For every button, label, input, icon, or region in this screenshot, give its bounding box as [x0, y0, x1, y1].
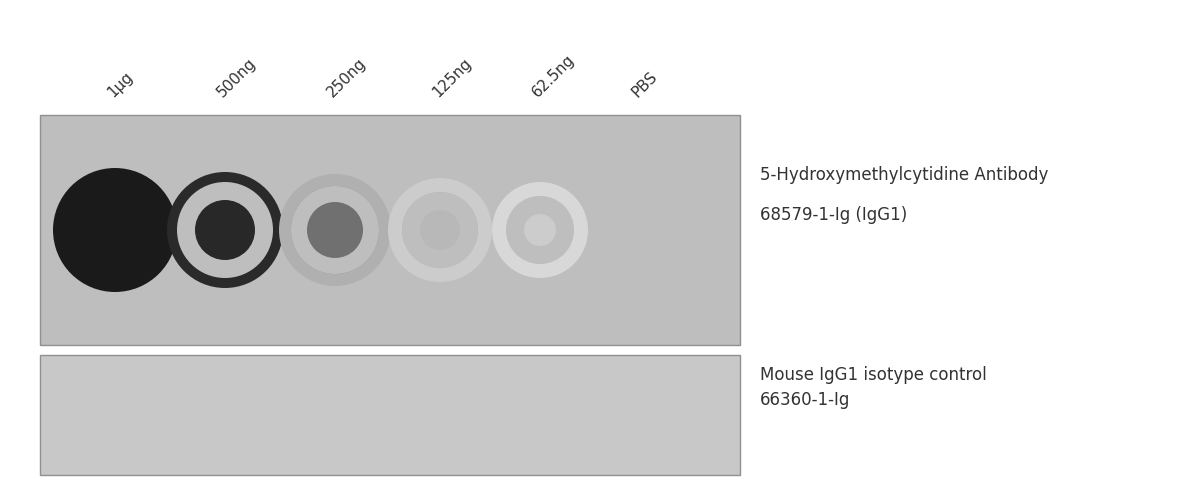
- Text: 1μg: 1μg: [104, 69, 136, 100]
- Text: 125ng: 125ng: [430, 56, 474, 100]
- Circle shape: [53, 168, 178, 292]
- Circle shape: [388, 178, 492, 282]
- Text: PBS: PBS: [629, 68, 661, 100]
- Circle shape: [185, 190, 265, 270]
- Bar: [40, 115, 740, 345]
- Circle shape: [532, 222, 548, 238]
- Text: 5-Hydroxymethylcytidine Antibody: 5-Hydroxymethylcytidine Antibody: [760, 166, 1049, 184]
- Circle shape: [428, 218, 452, 242]
- Circle shape: [278, 174, 391, 286]
- Circle shape: [167, 172, 283, 288]
- Text: 66360-1-Ig: 66360-1-Ig: [760, 391, 851, 409]
- Text: 500ng: 500ng: [215, 56, 259, 100]
- Circle shape: [402, 192, 478, 268]
- Bar: [40, 355, 740, 475]
- Circle shape: [420, 210, 460, 250]
- Circle shape: [402, 192, 478, 268]
- Text: 62.5ng: 62.5ng: [529, 52, 577, 100]
- Text: 68579-1-Ig (IgG1): 68579-1-Ig (IgG1): [760, 206, 907, 224]
- Circle shape: [506, 196, 574, 264]
- Circle shape: [197, 202, 253, 258]
- Text: 250ng: 250ng: [324, 56, 370, 100]
- Circle shape: [292, 186, 379, 274]
- Circle shape: [506, 196, 574, 264]
- Circle shape: [194, 200, 256, 260]
- Circle shape: [317, 212, 353, 248]
- Circle shape: [292, 186, 379, 274]
- Circle shape: [418, 208, 462, 252]
- Circle shape: [522, 212, 558, 248]
- Circle shape: [178, 182, 274, 278]
- Circle shape: [524, 214, 556, 246]
- Circle shape: [307, 202, 364, 258]
- Text: Mouse IgG1 isotype control: Mouse IgG1 isotype control: [760, 366, 986, 384]
- Circle shape: [305, 200, 365, 260]
- Circle shape: [492, 182, 588, 278]
